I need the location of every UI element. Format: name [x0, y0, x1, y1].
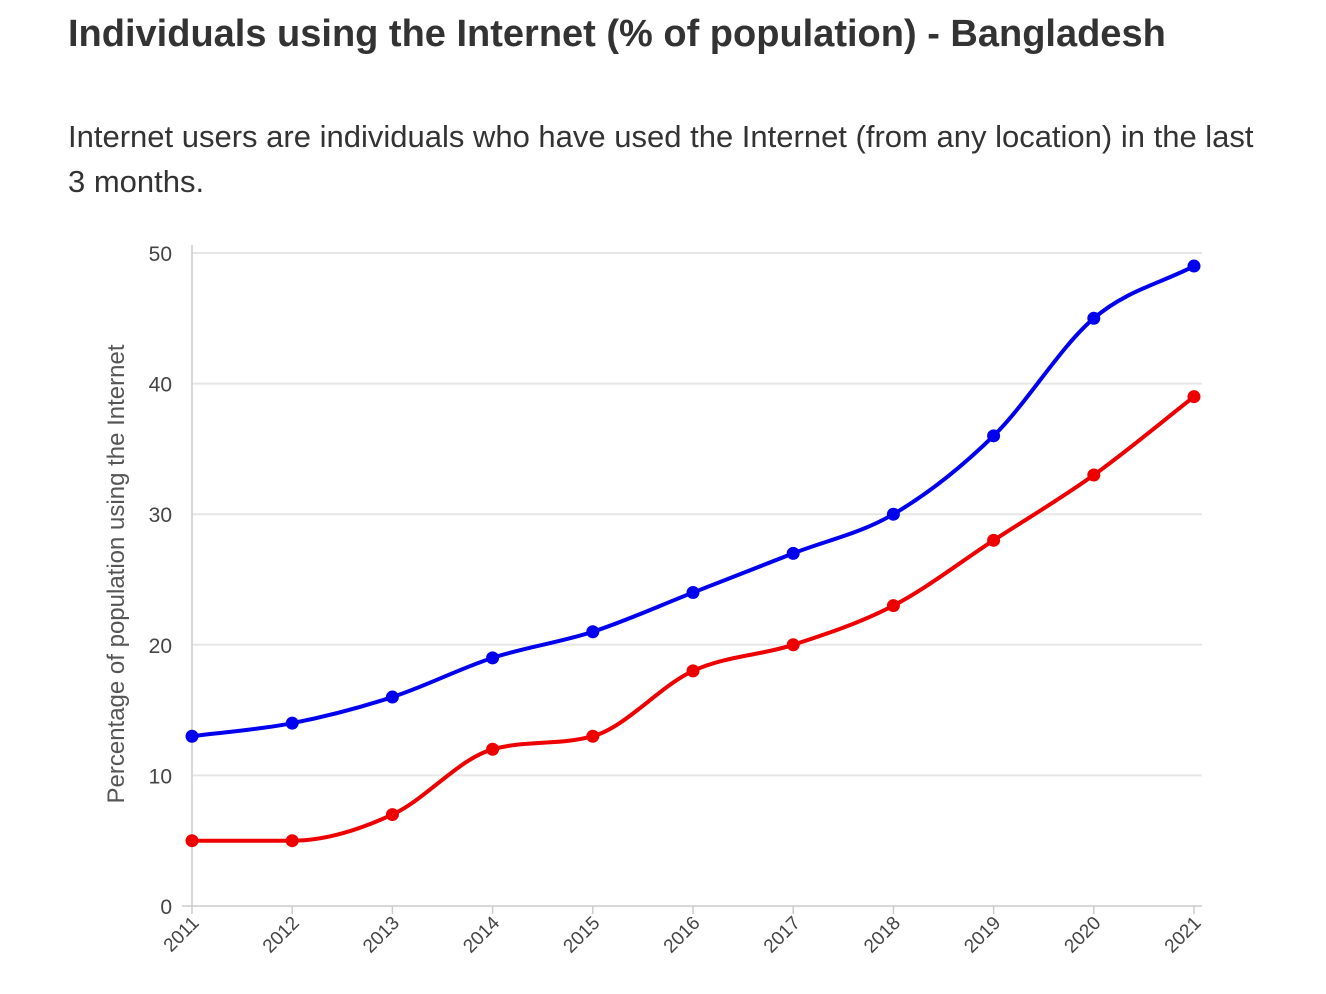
data-point-2018[interactable]	[886, 507, 900, 521]
x-tick-label: 2021	[1161, 913, 1206, 958]
data-point-2019[interactable]	[987, 429, 1001, 443]
data-point-2016[interactable]	[686, 664, 700, 678]
y-tick-label: 50	[149, 243, 172, 266]
data-point-2011[interactable]	[185, 834, 199, 848]
x-tick-label: 2014	[459, 912, 504, 957]
x-tick-label: 2019	[960, 913, 1005, 958]
data-point-2021[interactable]	[1187, 390, 1201, 404]
y-tick-label: 10	[149, 765, 172, 788]
x-tick-label: 2015	[560, 913, 605, 958]
data-point-2015[interactable]	[586, 625, 600, 639]
y-axis-title: Percentage of population using the Inter…	[103, 344, 130, 803]
axes	[182, 245, 1202, 914]
data-point-2012[interactable]	[285, 716, 299, 730]
y-tick-label: 40	[149, 374, 172, 397]
series-2	[185, 390, 1201, 848]
chart-subtitle: Internet users are individuals who have …	[68, 119, 1254, 199]
data-point-2012[interactable]	[285, 834, 299, 848]
data-point-2011[interactable]	[185, 729, 199, 743]
data-point-2020[interactable]	[1087, 311, 1101, 325]
grid-lines	[192, 252, 1202, 777]
data-point-2015[interactable]	[586, 729, 600, 743]
y-tick-label: 0	[160, 896, 172, 919]
data-point-2014[interactable]	[486, 651, 500, 665]
data-point-2019[interactable]	[987, 533, 1001, 547]
data-point-2017[interactable]	[786, 546, 800, 560]
x-tick-label: 2013	[359, 913, 404, 958]
data-point-2014[interactable]	[486, 742, 500, 756]
data-point-2021[interactable]	[1187, 259, 1201, 273]
data-point-2017[interactable]	[786, 638, 800, 652]
x-tick-label: 2018	[860, 913, 905, 958]
data-point-2016[interactable]	[686, 586, 700, 600]
x-tick-label: 2020	[1061, 913, 1106, 958]
data-point-2018[interactable]	[886, 599, 900, 613]
x-tick-label: 2017	[760, 913, 805, 958]
chart-title: Individuals using the Internet (% of pop…	[68, 13, 1166, 55]
x-tick-label: 2012	[259, 913, 304, 958]
data-point-2013[interactable]	[385, 808, 399, 822]
data-point-2020[interactable]	[1087, 468, 1101, 482]
y-tick-label: 30	[149, 504, 172, 527]
x-tick-label: 2011	[160, 913, 204, 957]
y-tick-label: 20	[149, 635, 172, 658]
x-tick-label: 2016	[660, 913, 705, 958]
data-point-2013[interactable]	[385, 690, 399, 704]
series-1	[185, 259, 1201, 743]
series-lines	[185, 259, 1201, 848]
series-line	[190, 394, 1196, 843]
